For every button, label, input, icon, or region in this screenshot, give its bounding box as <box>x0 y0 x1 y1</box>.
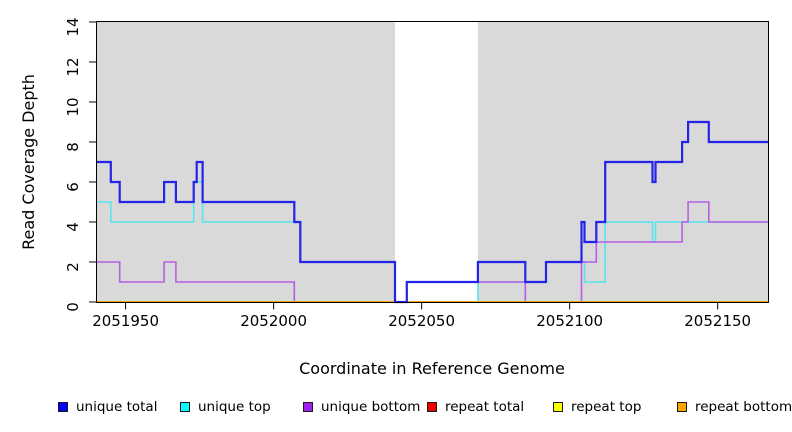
legend-label-unique-bottom: unique bottom <box>321 399 421 415</box>
axis-ticks: 2051950 2052000 2052050 2052100 2052150 0 2 4 6 8… <box>64 17 751 330</box>
legend-item-unique-top: unique top <box>180 399 271 415</box>
y-tick-label: 6 <box>64 182 82 192</box>
y-tick-label: 14 <box>64 17 82 36</box>
legend-swatch-repeat-total <box>427 402 437 412</box>
coverage-chart: 2051950 2052000 2052050 2052100 2052150 0 2 4 6 8… <box>19 17 769 378</box>
legend-label-repeat-total: repeat total <box>445 399 525 415</box>
y-tick-label: 2 <box>64 262 82 272</box>
x-tick-label: 2052050 <box>388 312 455 330</box>
legend-item-repeat-bottom: repeat bottom <box>677 399 792 415</box>
legend-swatch-unique-top <box>180 402 190 412</box>
series-unique-total <box>96 120 768 304</box>
legend-item-repeat-top: repeat top <box>553 399 641 415</box>
legend-label-unique-total: unique total <box>76 399 158 415</box>
y-axis-title: Read Coverage Depth <box>19 74 38 250</box>
x-tick-label: 2052000 <box>240 312 307 330</box>
x-tick-label: 2051950 <box>92 312 159 330</box>
legend-label-unique-top: unique top <box>198 399 271 415</box>
legend-item-unique-bottom: unique bottom <box>303 399 420 415</box>
legend-label-repeat-bottom: repeat bottom <box>695 399 792 415</box>
legend-swatch-unique-bottom <box>303 402 313 412</box>
x-tick-label: 2052150 <box>684 312 751 330</box>
series-unique-bottom <box>96 201 768 303</box>
legend-label-repeat-top: repeat top <box>571 399 642 415</box>
plot-border <box>96 21 769 303</box>
highlight-band <box>394 22 478 302</box>
y-tick-label: 4 <box>64 222 82 232</box>
y-tick-label: 0 <box>64 302 82 312</box>
legend-item-repeat-total: repeat total <box>427 399 524 415</box>
x-tick-label: 2052100 <box>536 312 603 330</box>
legend-swatch-repeat-bottom <box>677 402 687 412</box>
legend: unique total unique top unique bottom re… <box>0 399 792 423</box>
y-tick-label: 12 <box>64 57 82 76</box>
legend-swatch-unique-total <box>58 402 68 412</box>
y-tick-label: 10 <box>64 97 82 116</box>
y-tick-label: 8 <box>64 142 82 152</box>
x-axis-title: Coordinate in Reference Genome <box>299 359 565 378</box>
legend-swatch-repeat-top <box>553 402 563 412</box>
legend-item-unique-total: unique total <box>58 399 157 415</box>
